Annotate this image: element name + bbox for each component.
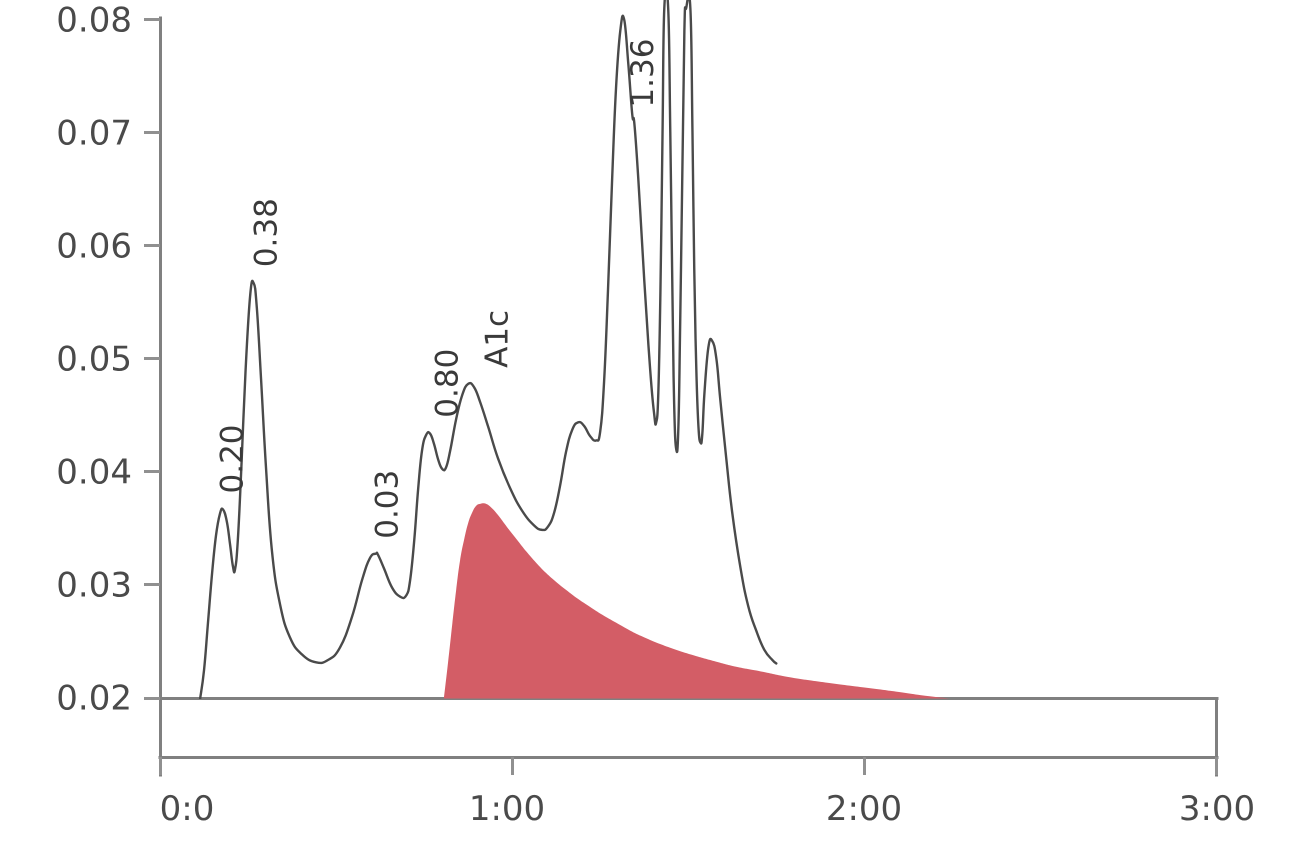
- y-tick-label-0.08: 0.08: [56, 1, 132, 41]
- y-tick-label-0.04: 0.04: [56, 453, 132, 493]
- x-tick-label-2: 2:00: [826, 789, 902, 829]
- shaded-area-group: [443, 503, 950, 699]
- a1c-shaded-area: [443, 503, 950, 699]
- peak-annotation-labels: 0.20 0.38 0.03 0.80 A1c 1.36: [215, 39, 662, 539]
- x-tick-label-3: 3:00: [1179, 789, 1255, 829]
- y-tick-labels: 0.08 0.07 0.06 0.05 0.04 0.03 0.02: [56, 1, 132, 719]
- y-tick-label-0.02: 0.02: [56, 679, 132, 719]
- y-tick-marks: [144, 18, 160, 700]
- y-tick-label-0.07: 0.07: [56, 114, 132, 154]
- peak-label-A1c: A1c: [479, 310, 515, 368]
- y-tick-label-0.03: 0.03: [56, 566, 132, 606]
- y-tick-label-0.06: 0.06: [56, 227, 132, 267]
- trace-group: [198, 0, 778, 699]
- peak-label-0-03: 0.03: [369, 470, 405, 539]
- x-tick-marks: [159, 757, 1218, 775]
- x-tick-labels: 0:0 1:00 2:00 3:00: [160, 789, 1256, 829]
- peak-label-1-36: 1.36: [625, 39, 661, 108]
- y-tick-label-0.05: 0.05: [56, 340, 132, 380]
- x-tick-label-0: 0:0: [160, 789, 215, 829]
- peak-label-0-80: 0.80: [429, 349, 465, 418]
- chromatogram-trace: [198, 0, 778, 699]
- x-tick-label-1: 1:00: [469, 789, 545, 829]
- peak-label-0-38: 0.38: [248, 198, 284, 267]
- peak-label-0-20: 0.20: [215, 424, 251, 493]
